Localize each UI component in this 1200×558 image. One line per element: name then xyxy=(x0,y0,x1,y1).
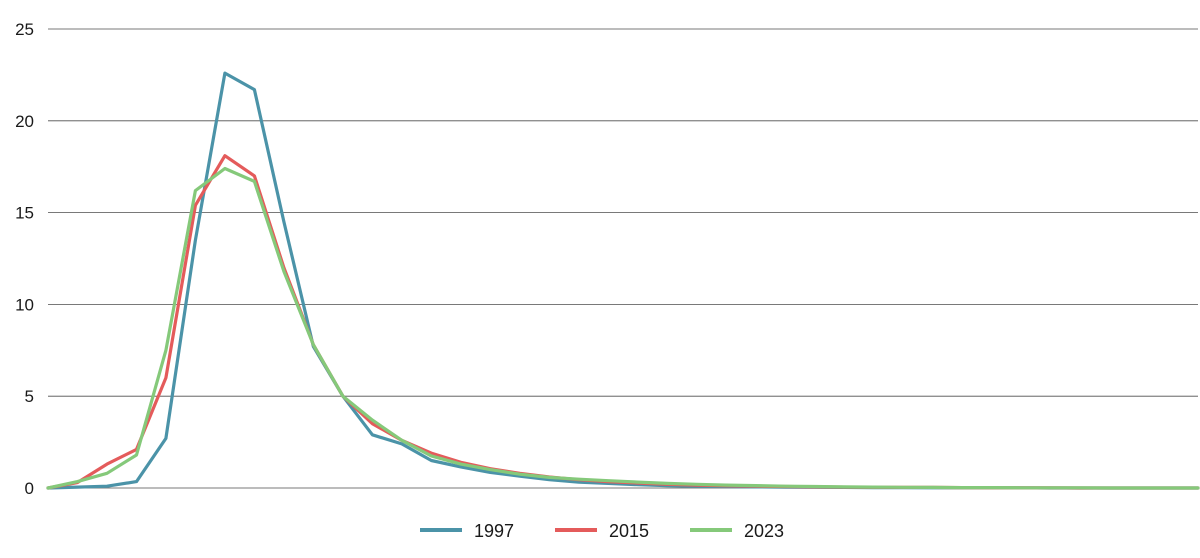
series-lines xyxy=(46,71,1200,490)
legend-label: 2023 xyxy=(744,521,784,541)
legend-item-2015: 2015 xyxy=(555,521,649,541)
series-line-2023 xyxy=(46,166,1200,490)
legend: 1997 2015 2023 xyxy=(420,521,784,541)
legend-label: 1997 xyxy=(474,521,514,541)
y-axis-ticks: 0 5 10 15 20 25 xyxy=(15,20,34,498)
y-tick-label: 20 xyxy=(15,112,34,131)
series-line-2015 xyxy=(46,154,1200,490)
y-tick-label: 25 xyxy=(15,20,34,39)
legend-item-2023: 2023 xyxy=(690,521,784,541)
legend-item-1997: 1997 xyxy=(420,521,514,541)
legend-label: 2015 xyxy=(609,521,649,541)
y-tick-label: 10 xyxy=(15,295,34,314)
series-line-1997 xyxy=(46,71,1200,490)
y-tick-label: 15 xyxy=(15,204,34,223)
y-tick-label: 0 xyxy=(25,479,34,498)
y-tick-label: 5 xyxy=(25,387,34,406)
